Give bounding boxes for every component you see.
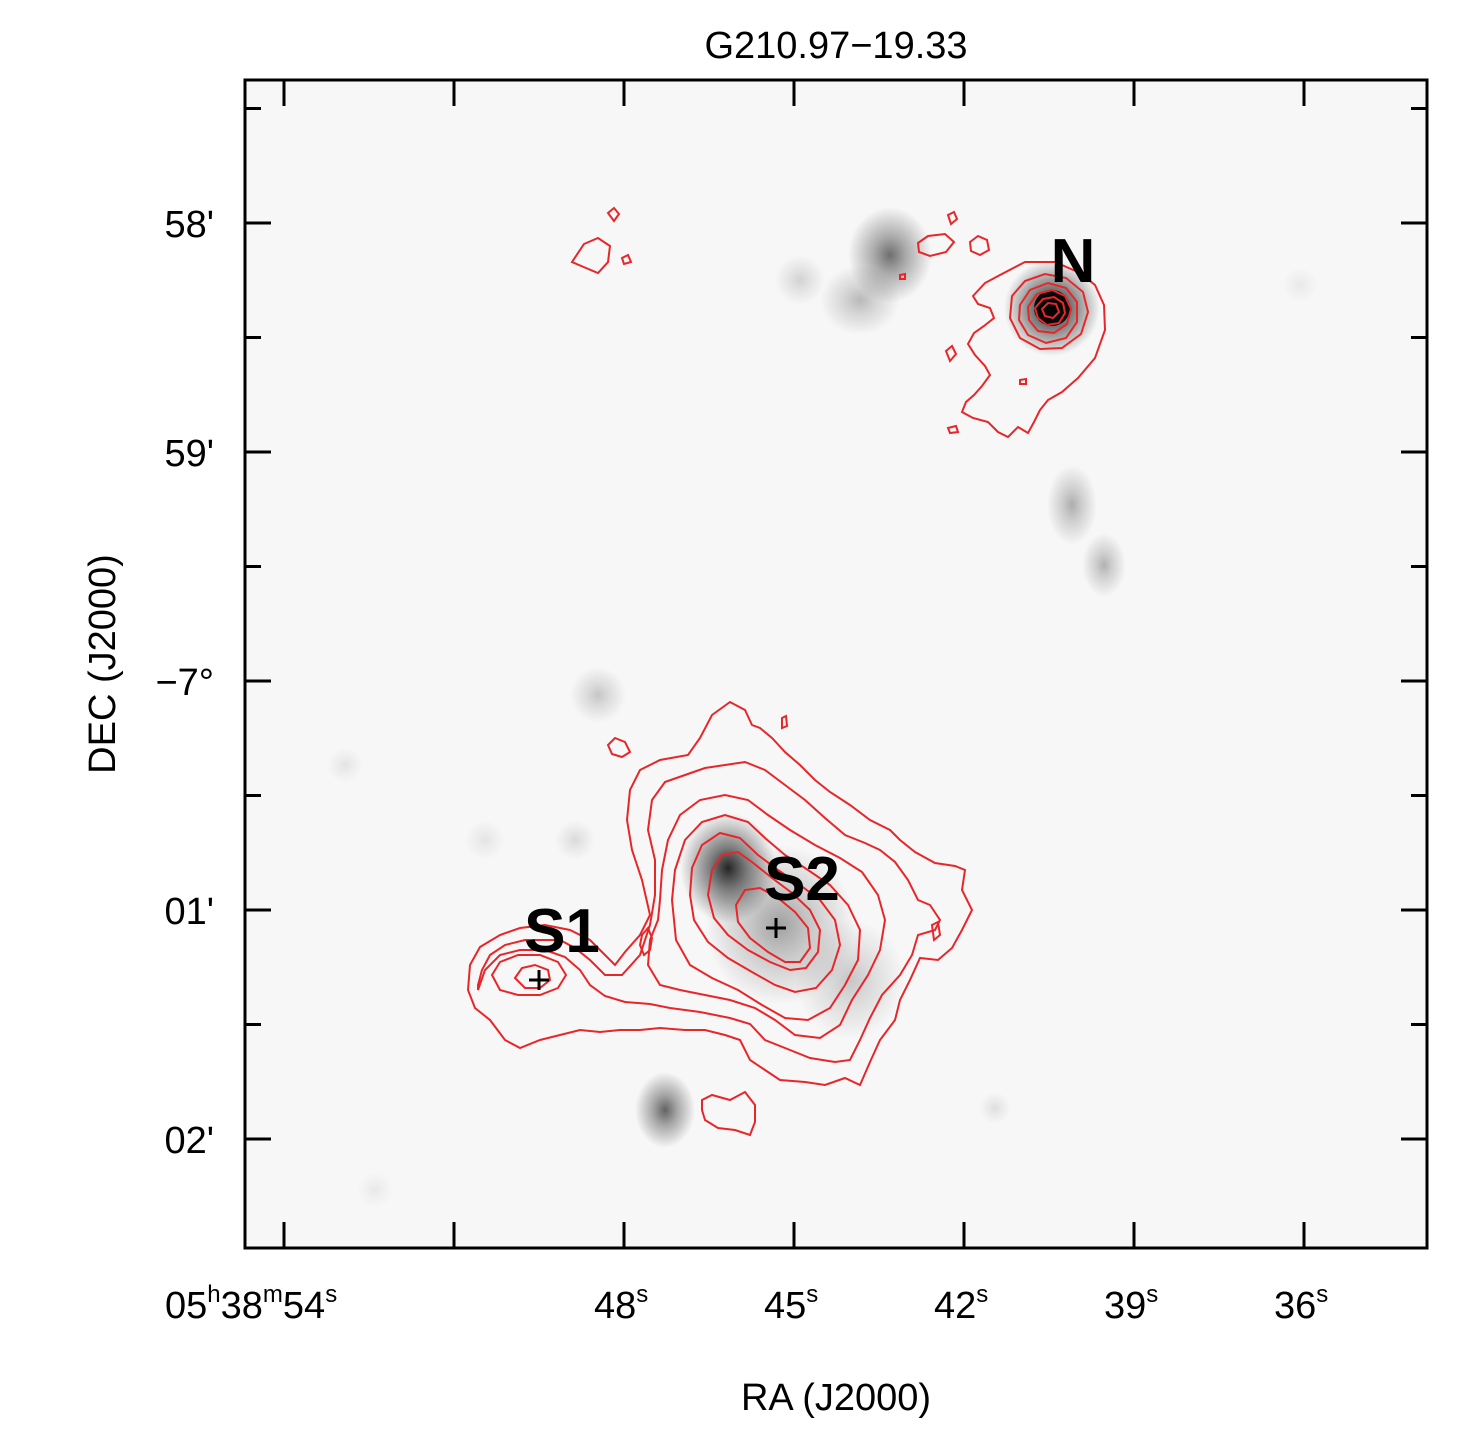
grayscale-emission	[327, 207, 1318, 1208]
contour-line	[1017, 281, 1078, 345]
x-tick-label: 45s	[764, 1281, 818, 1327]
contour-line	[646, 793, 887, 1040]
contour-line	[781, 714, 789, 730]
source-marker-s2	[766, 918, 786, 938]
emission-blob	[465, 820, 505, 860]
emission-blob	[1047, 465, 1097, 545]
x-tick-labels: 05h38m54s 48s 45s 42s 39s 36s	[165, 1281, 1328, 1327]
contour-line	[701, 1090, 756, 1137]
contour-line	[1008, 272, 1090, 351]
contour-line	[477, 760, 942, 1064]
emission-blob	[775, 255, 825, 305]
emission-blob	[570, 667, 626, 723]
tick-marks	[245, 80, 1427, 1248]
source-markers	[529, 918, 786, 990]
contour-line	[899, 272, 906, 280]
x-tick-label: 48s	[594, 1281, 648, 1327]
emission-blob	[1082, 533, 1126, 597]
contour-line	[706, 850, 822, 972]
emission-blob	[979, 1092, 1011, 1124]
y-tick-label: 01'	[164, 891, 214, 933]
contour-line	[620, 253, 633, 266]
contour-line	[1026, 288, 1073, 335]
emission-blob	[357, 1172, 393, 1208]
contour-line	[946, 424, 960, 435]
chart-title: G210.97−19.33	[704, 25, 967, 67]
contour-line	[944, 344, 958, 363]
emission-blob	[1282, 267, 1318, 303]
contour-line	[1040, 301, 1061, 320]
emission-blob	[820, 265, 900, 335]
contour-line	[930, 920, 942, 942]
contour-line	[688, 831, 842, 994]
contour-line	[1019, 377, 1027, 385]
x-tick-label: 05h38m54s	[165, 1281, 337, 1327]
y-tick-labels: 58' 59' −7° 01' 02'	[155, 204, 214, 1162]
y-tick-label: 59'	[164, 433, 214, 475]
contour-line	[670, 813, 862, 1022]
contour-line	[946, 210, 959, 226]
contour-line	[606, 206, 621, 223]
contour-line	[734, 886, 812, 963]
plot-frame	[243, 78, 1429, 1250]
contour-line	[490, 954, 568, 996]
x-axis-label: RA (J2000)	[741, 1377, 931, 1419]
contour-line	[638, 926, 654, 957]
emission-blob	[635, 1072, 695, 1148]
source-label-s1: S1	[524, 897, 600, 966]
contour-line	[916, 232, 956, 258]
plot-background	[245, 80, 1427, 1248]
contour-line	[466, 700, 974, 1087]
y-tick-label: −7°	[155, 662, 214, 704]
contour-line	[513, 963, 552, 989]
contour-line	[606, 736, 632, 759]
emission-blob	[327, 747, 363, 783]
contour-line	[968, 234, 991, 257]
x-tick-label: 42s	[934, 1281, 988, 1327]
x-tick-label: 39s	[1104, 1281, 1158, 1327]
contour-group	[466, 206, 1107, 1137]
source-marker-s1	[529, 970, 549, 990]
y-axis-label: DEC (J2000)	[82, 554, 124, 774]
y-tick-label: 02'	[164, 1120, 214, 1162]
contour-line	[570, 236, 612, 275]
source-label-n: N	[1051, 227, 1096, 296]
contour-line	[1033, 295, 1067, 327]
emission-blob	[555, 820, 595, 860]
source-label-s2: S2	[764, 845, 840, 914]
x-tick-label: 36s	[1274, 1281, 1328, 1327]
contour-line	[960, 261, 1107, 439]
emission-blob	[795, 920, 905, 1040]
y-tick-label: 58'	[164, 204, 214, 246]
